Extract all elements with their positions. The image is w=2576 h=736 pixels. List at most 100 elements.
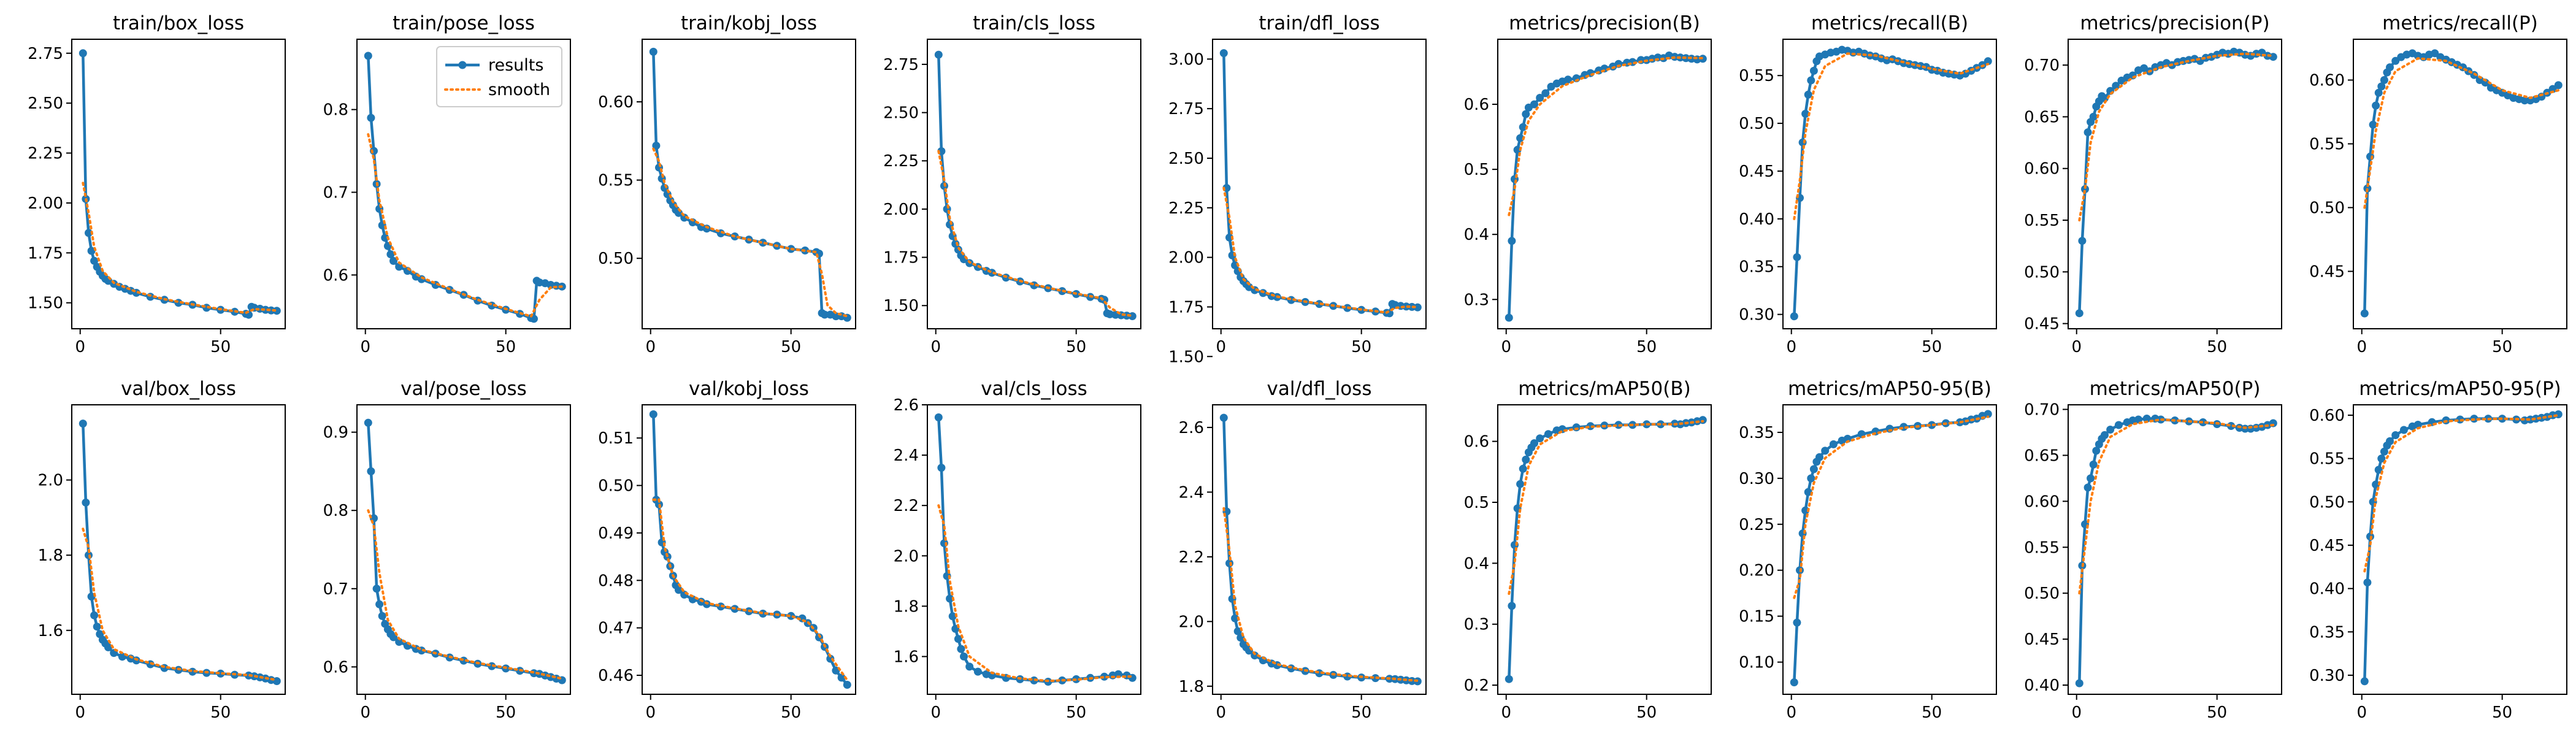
y-tick-label: 0.30 bbox=[1739, 470, 1774, 488]
y-tick-label: 0.70 bbox=[2024, 401, 2060, 419]
results-marker bbox=[675, 586, 683, 594]
results-marker bbox=[2548, 85, 2557, 93]
results-marker bbox=[2380, 76, 2388, 84]
results-marker bbox=[1564, 75, 1572, 84]
results-marker bbox=[2083, 483, 2092, 492]
panel-metrics-precision-p: metrics/precision(P) 0 50 0.45 0.50 0.55 0.60 0… bbox=[2024, 12, 2282, 356]
smooth-line bbox=[367, 509, 564, 680]
x-tick-label: 50 bbox=[1351, 703, 1371, 722]
x-tick-label: 0 bbox=[1786, 338, 1796, 356]
x-tick-label: 50 bbox=[1066, 703, 1086, 722]
y-tick-label: 0.30 bbox=[1739, 306, 1774, 324]
panel-train-pose-loss: train/pose_loss 0 50 0.6 0.7 0.8 results smooth bbox=[323, 12, 571, 356]
results-marker bbox=[93, 623, 101, 631]
panel-val-kobj-loss: val/kobj_loss 0 50 0.46 0.47 0.48 0.49 0.50 0.51 bbox=[598, 378, 856, 722]
results-marker bbox=[90, 256, 99, 265]
plot-area bbox=[1790, 410, 1992, 686]
results-marker bbox=[1508, 602, 1516, 610]
y-tick-label: 2.75 bbox=[28, 45, 63, 63]
y-tick-label: 0.55 bbox=[2309, 136, 2345, 154]
x-tick-label: 0 bbox=[75, 703, 85, 722]
y-tick-label: 0.50 bbox=[2024, 585, 2060, 603]
smooth-line bbox=[937, 150, 1134, 317]
results-marker bbox=[843, 681, 851, 689]
axes-frame bbox=[642, 404, 856, 695]
x-tick-label: 50 bbox=[1922, 338, 1942, 356]
results-marker bbox=[87, 247, 96, 255]
smooth-line bbox=[2363, 57, 2560, 209]
results-marker bbox=[1544, 430, 1552, 439]
panel-title: metrics/mAP50-95(B) bbox=[1788, 378, 1991, 400]
axes-frame bbox=[356, 39, 571, 329]
results-marker bbox=[2363, 578, 2372, 587]
x-tick-label: 0 bbox=[360, 338, 370, 356]
x-tick-label: 50 bbox=[210, 338, 231, 356]
y-tick-label: 0.60 bbox=[2024, 493, 2060, 511]
y-tick-label: 0.45 bbox=[2024, 315, 2060, 334]
results-marker bbox=[957, 645, 965, 653]
results-marker bbox=[389, 256, 397, 265]
y-tick-label: 0.51 bbox=[598, 429, 634, 448]
y-tick-label: 0.9 bbox=[323, 424, 348, 442]
axes-frame bbox=[71, 404, 286, 695]
panel-title: train/dfl_loss bbox=[1259, 12, 1379, 34]
results-marker bbox=[2089, 112, 2098, 121]
plot-area bbox=[2075, 415, 2277, 688]
results-marker bbox=[1530, 100, 1538, 109]
axes-frame bbox=[2068, 404, 2282, 695]
x-tick-label: 50 bbox=[2492, 703, 2512, 722]
results-marker bbox=[2372, 480, 2380, 489]
panel-title: train/kobj_loss bbox=[681, 12, 817, 34]
y-tick-label: 0.50 bbox=[1739, 115, 1774, 133]
y-tick-label: 0.3 bbox=[1464, 616, 1489, 634]
x-tick-label: 50 bbox=[1922, 703, 1942, 722]
results-marker bbox=[104, 643, 112, 651]
results-marker bbox=[948, 612, 957, 621]
y-tick-label: 2.00 bbox=[28, 194, 63, 213]
y-tick-label: 0.40 bbox=[1739, 210, 1774, 229]
results-marker bbox=[2114, 421, 2123, 429]
plot-area bbox=[1505, 416, 1707, 683]
results-marker bbox=[217, 669, 225, 678]
smooth-line bbox=[2078, 52, 2275, 221]
plot-area bbox=[2075, 47, 2277, 318]
results-marker bbox=[649, 410, 657, 418]
y-tick-label: 0.35 bbox=[2309, 623, 2345, 642]
smooth-line bbox=[1793, 415, 1990, 599]
y-tick-label: 0.8 bbox=[323, 502, 348, 520]
results-marker bbox=[1231, 614, 1240, 623]
smooth-line bbox=[652, 147, 849, 318]
plot-area bbox=[2360, 49, 2563, 318]
x-tick-label: 0 bbox=[1501, 703, 1511, 722]
results-marker bbox=[1516, 134, 1525, 142]
panel-metrics-precision-b: metrics/precision(B) 0 50 0.3 0.4 0.5 0.6 bbox=[1464, 12, 1712, 356]
panel-title: val/pose_loss bbox=[401, 378, 527, 400]
y-tick-label: 0.4 bbox=[1464, 226, 1489, 244]
results-marker bbox=[2372, 101, 2380, 110]
plot-area bbox=[1219, 413, 1422, 686]
y-tick-label: 1.6 bbox=[894, 648, 919, 666]
x-tick-label: 0 bbox=[1501, 338, 1511, 356]
x-tick-label: 0 bbox=[1786, 703, 1796, 722]
y-tick-label: 0.8 bbox=[323, 101, 348, 120]
axes-frame bbox=[927, 39, 1141, 329]
y-tick-label: 2.50 bbox=[883, 104, 919, 123]
axes-frame bbox=[71, 39, 286, 329]
results-marker bbox=[934, 413, 943, 421]
results-marker bbox=[759, 239, 767, 247]
y-tick-label: 0.50 bbox=[2309, 199, 2345, 217]
y-tick-label: 0.7 bbox=[323, 183, 348, 202]
plot-area bbox=[364, 52, 566, 323]
y-tick-label: 2.6 bbox=[894, 396, 919, 415]
x-tick-label: 50 bbox=[1636, 338, 1657, 356]
y-tick-label: 1.6 bbox=[38, 622, 63, 640]
plot-area bbox=[1219, 49, 1422, 318]
results-marker bbox=[1519, 123, 1527, 131]
x-tick-label: 0 bbox=[1216, 338, 1226, 356]
results-marker bbox=[2520, 96, 2529, 105]
y-tick-label: 2.50 bbox=[28, 94, 63, 113]
results-marker bbox=[1505, 313, 1513, 322]
results-marker bbox=[79, 420, 87, 428]
panel-metrics-map50-95-p: metrics/mAP50-95(P) 0 50 0.30 0.35 0.40 0.45 0.… bbox=[2309, 378, 2567, 722]
results-marker bbox=[386, 250, 395, 259]
